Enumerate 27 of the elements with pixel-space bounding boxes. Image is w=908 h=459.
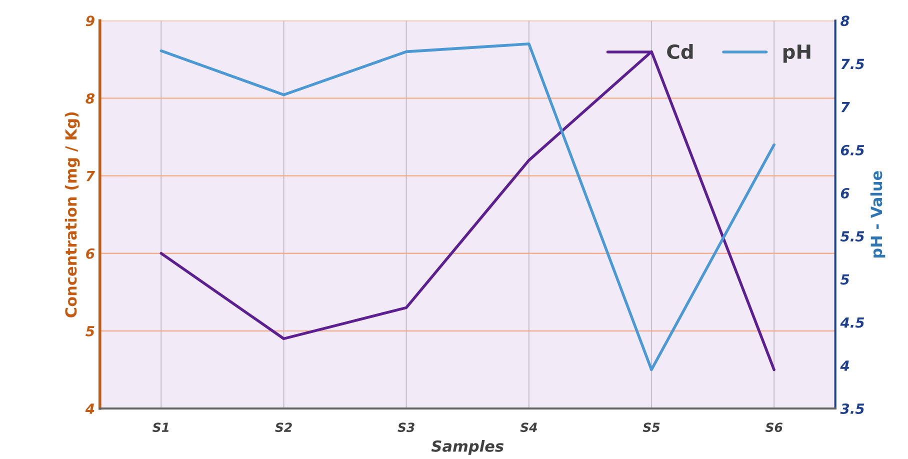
y-tick-label: 8 bbox=[86, 93, 95, 104]
x-tick-label: S2 bbox=[275, 422, 292, 432]
y2-axis-title: pH - Value bbox=[870, 171, 886, 258]
y-tick-label: 7 bbox=[86, 170, 95, 182]
y-tick-label: 6 bbox=[86, 248, 95, 259]
y-tick-label: 4 bbox=[85, 404, 94, 414]
y2-tick-label: 7 bbox=[841, 102, 850, 112]
y2-tick-label: 4.5 bbox=[840, 317, 864, 328]
x-tick-label: S4 bbox=[520, 422, 537, 432]
x-tick-label: S5 bbox=[642, 422, 660, 432]
y2-tick-label: 4 bbox=[840, 360, 850, 371]
x-tick-label: S3 bbox=[398, 422, 414, 432]
y2-tick-label: 8 bbox=[840, 16, 850, 26]
y2-tick-label: 5.5 bbox=[840, 231, 864, 242]
y2-tick-label: 6.5 bbox=[840, 144, 864, 156]
legend-label: pH bbox=[783, 44, 810, 63]
x-tick-label: S6 bbox=[765, 422, 782, 432]
y2-tick-label: 7.5 bbox=[841, 58, 864, 70]
x-axis-title: Samples bbox=[431, 440, 504, 455]
y-tick-label: 9 bbox=[86, 16, 94, 26]
legend-label: Cd bbox=[667, 44, 693, 60]
y2-tick-label: 3.5 bbox=[840, 403, 864, 414]
y2-tick-label: 5 bbox=[840, 274, 850, 285]
x-tick-label: S1 bbox=[152, 422, 169, 432]
y-axis-title: Concentration (mg / Kg) bbox=[64, 112, 80, 318]
y-tick-label: 5 bbox=[86, 326, 94, 336]
y2-tick-label: 6 bbox=[840, 188, 850, 199]
